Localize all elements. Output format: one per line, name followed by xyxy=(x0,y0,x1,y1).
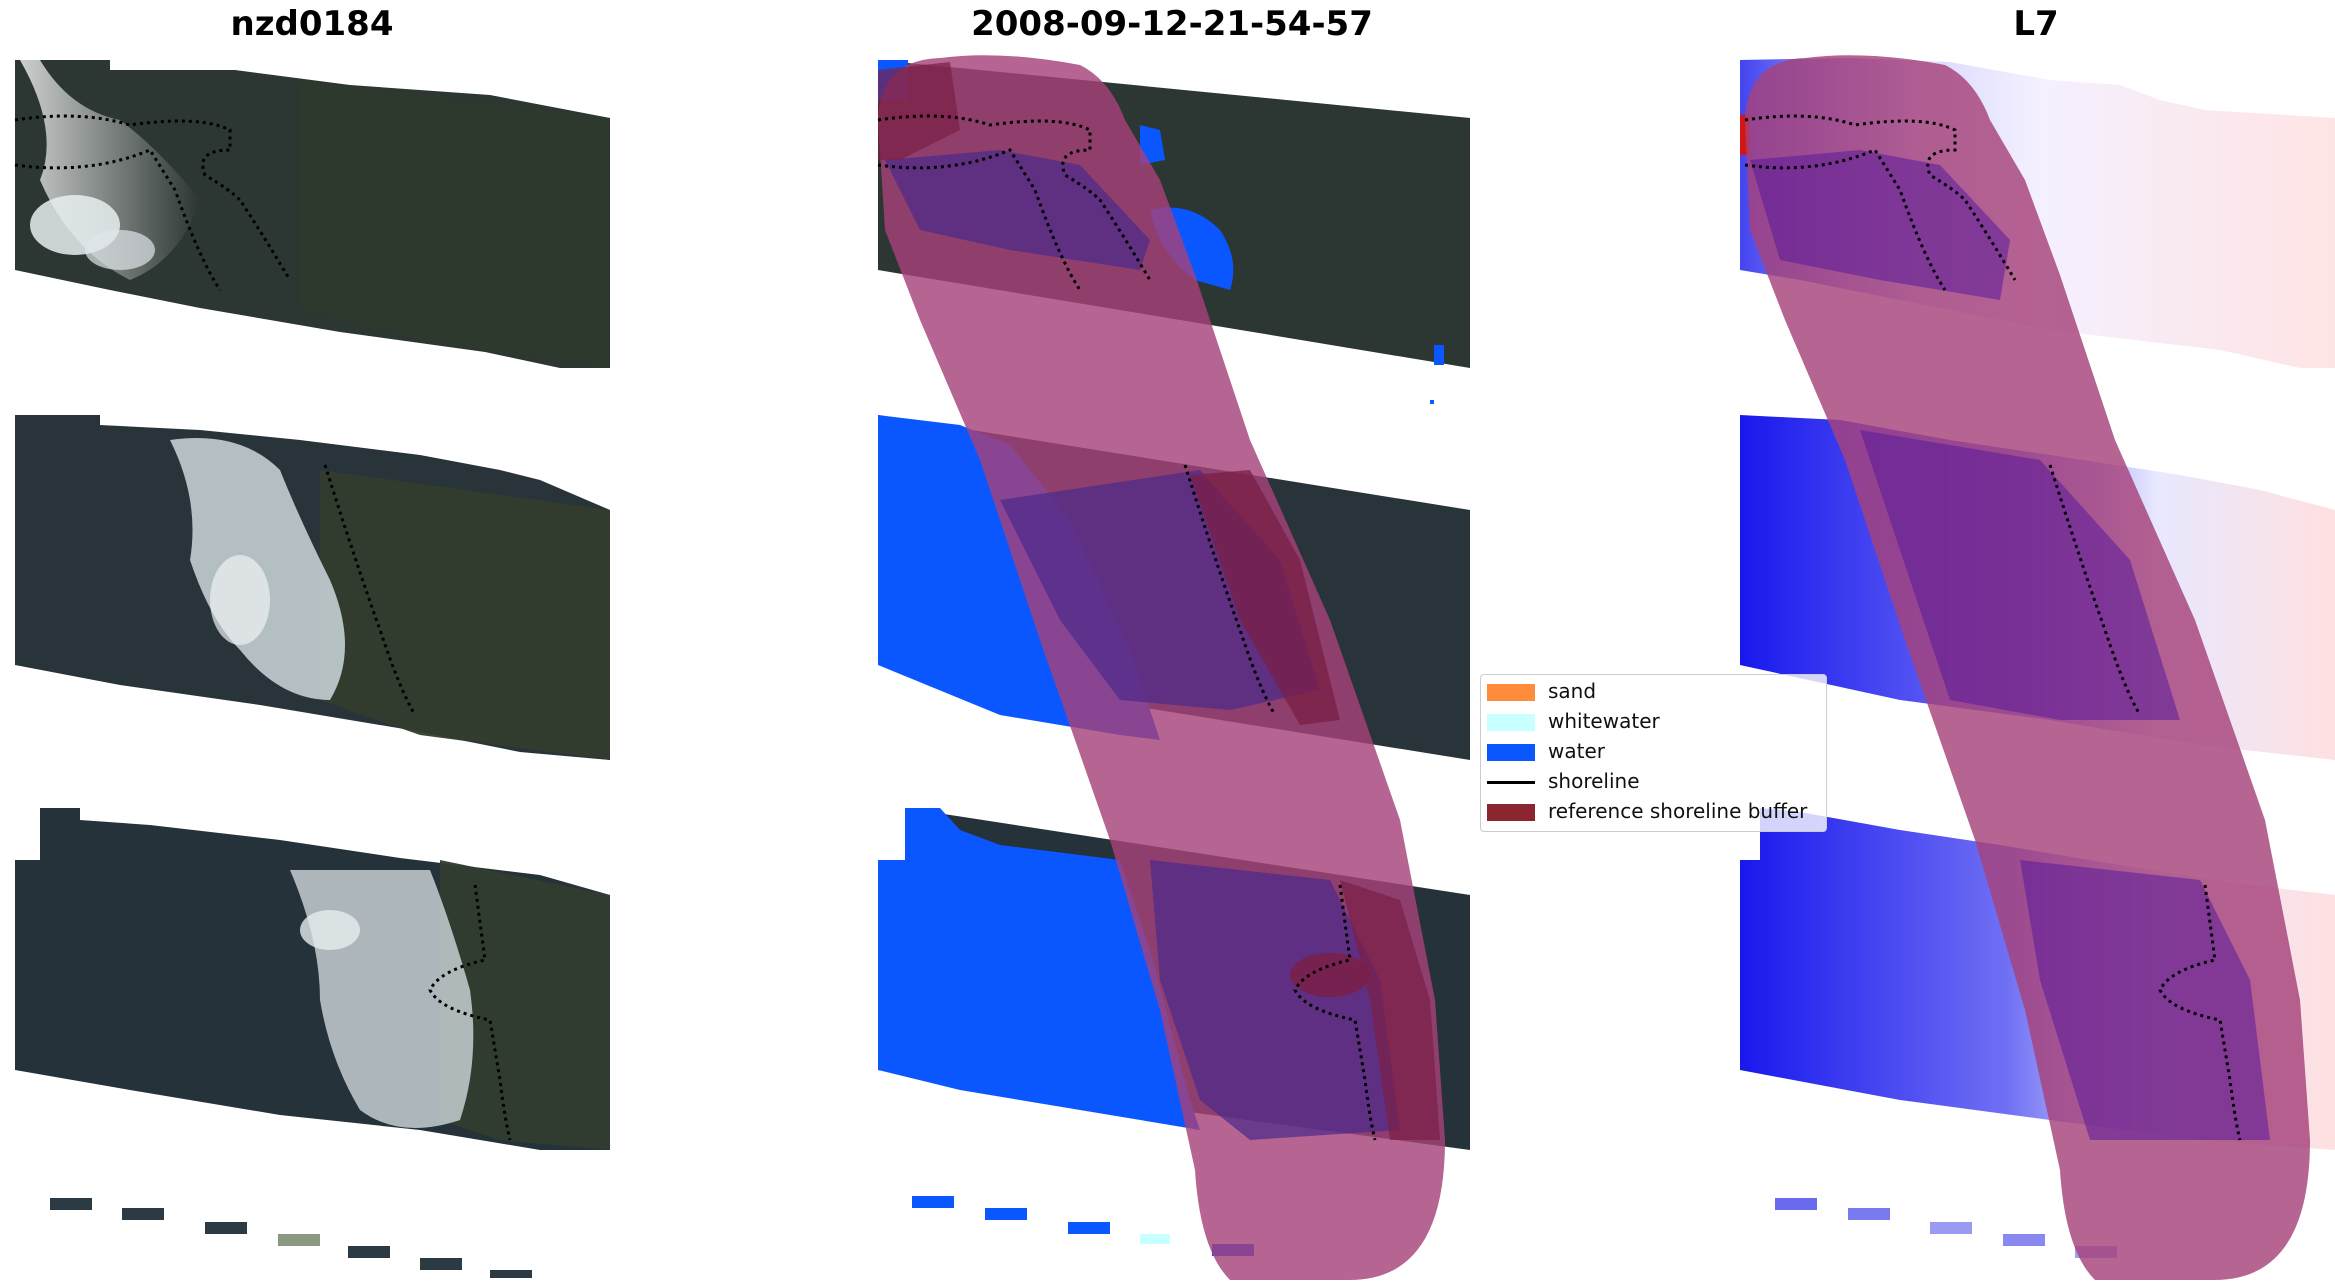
index-panel xyxy=(1740,55,2335,1281)
imagery-fragment xyxy=(420,1258,462,1270)
rgb-imagery-panel xyxy=(14,60,610,1278)
panel-title-index: L7 xyxy=(2013,4,2059,44)
legend-swatch-buffer xyxy=(1487,804,1535,821)
legend-swatch-whitewater xyxy=(1487,714,1535,731)
shoreline-trace xyxy=(14,114,292,291)
classification-legend: sand whitewater water shoreline referenc… xyxy=(1480,674,1827,832)
imagery-fragment xyxy=(205,1222,247,1234)
imagery-fragment xyxy=(490,1270,532,1278)
panel-title-classification: 2008-09-12-21-54-57 xyxy=(971,4,1373,44)
imagery-fragment xyxy=(278,1234,320,1246)
water-class-strip-3 xyxy=(878,808,1200,1130)
imagery-fragment xyxy=(122,1208,164,1220)
legend-line-shoreline xyxy=(1487,781,1535,784)
legend-label: water xyxy=(1548,739,1605,763)
imagery-fragment xyxy=(348,1246,390,1258)
classification-panel xyxy=(877,55,1470,1281)
panel-title-rgb: nzd0184 xyxy=(230,4,394,44)
imagery-fragment xyxy=(50,1198,92,1210)
legend-swatch-sand xyxy=(1487,684,1535,701)
legend-label: reference shoreline buffer xyxy=(1548,799,1808,823)
legend-label: sand xyxy=(1548,679,1597,703)
legend-swatch-water xyxy=(1487,744,1535,761)
legend-label: shoreline xyxy=(1548,769,1640,793)
legend-label: whitewater xyxy=(1548,709,1660,733)
